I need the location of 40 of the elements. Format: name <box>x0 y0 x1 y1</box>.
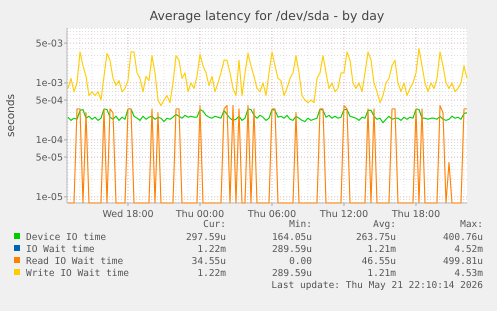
y-tick-label: 1e-04 <box>36 135 63 146</box>
x-tick-label: Thu 12:00 <box>318 209 368 220</box>
legend-label: Write IO Wait time <box>26 268 130 279</box>
x-tick-label: Wed 18:00 <box>102 209 154 220</box>
line-series <box>67 108 468 124</box>
text: 1.21m <box>367 268 396 279</box>
x-tick-label: Thu 06:00 <box>246 209 296 220</box>
text: 1.22m <box>197 244 226 255</box>
text: 34.55u <box>192 256 226 267</box>
text: 499.81u <box>442 256 483 267</box>
text: 289.59u <box>272 268 312 279</box>
text: 4.52m <box>454 244 484 255</box>
text: 289.59u <box>272 244 312 255</box>
legend-label: Device IO time <box>26 232 106 243</box>
text: 263.75u <box>356 232 396 243</box>
text: 164.05u <box>272 232 312 243</box>
text: 1.22m <box>197 268 226 279</box>
x-tick-label: Thu 00:00 <box>174 209 224 220</box>
y-tick-label: 1e-05 <box>36 192 63 204</box>
text: 1.21m <box>367 244 396 255</box>
y-tick-label: 5e-03 <box>36 38 63 50</box>
text: 400.76u <box>442 232 483 243</box>
text: 4.53m <box>454 268 484 279</box>
text: 0.00 <box>289 256 312 267</box>
legend-label: Read IO Wait time <box>26 256 124 267</box>
x-tick-label: Thu 18:00 <box>390 209 440 220</box>
legend-label: IO Wait time <box>26 244 95 255</box>
text: 297.59u <box>186 232 226 243</box>
y-axis-title: seconds <box>5 94 17 137</box>
text: 46.55u <box>362 256 396 267</box>
text: Avg: <box>373 219 396 230</box>
chart-title: Average latency for /dev/sda - by day <box>150 8 385 23</box>
line-series <box>67 48 468 106</box>
text: Max: <box>460 219 483 230</box>
text: Min: <box>289 219 312 230</box>
y-tick-label: 1e-03 <box>36 78 63 90</box>
text: Cur: <box>203 219 226 230</box>
y-tick-label: 5e-05 <box>36 152 63 164</box>
text: Last update: Thu May 21 22:10:14 2026 <box>271 280 484 291</box>
y-tick-label: 5e-04 <box>36 95 63 106</box>
